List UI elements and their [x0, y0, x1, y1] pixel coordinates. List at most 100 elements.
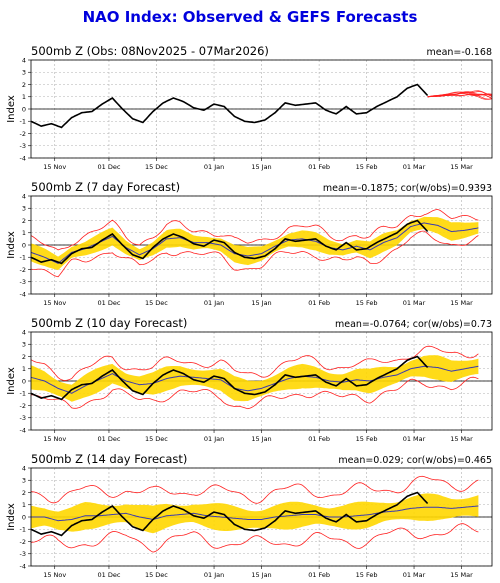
ensemble-mean-line: [31, 505, 479, 522]
lower-bound-line: [31, 230, 479, 278]
y-tick-label: -1: [20, 526, 26, 534]
x-tick-label: 15 Nov: [43, 571, 66, 579]
y-tick-label: -3: [20, 550, 26, 558]
y-tick-label: 1: [22, 93, 26, 101]
x-tick-label: 15 Nov: [43, 435, 66, 443]
x-tick-label: 01 Mar: [403, 435, 426, 443]
x-tick-label: 01 Jan: [204, 163, 224, 171]
x-tick-label: 15 Mar: [450, 163, 473, 171]
y-tick-label: -4: [20, 154, 26, 162]
y-tick-label: 4: [22, 192, 26, 200]
y-tick-label: 4: [22, 328, 26, 336]
lower-bound-line: [31, 376, 479, 410]
panel-title: 500mb Z (Obs: 08Nov2025 - 07Mar2026): [31, 44, 269, 58]
y-tick-label: -1: [20, 118, 26, 126]
x-tick-label: 15 Jan: [251, 435, 271, 443]
panel-3: -4 -3 -2 -1 0 1 2 3 4 15 Nov 01 Dec 15 Dec 01 Jan 15 …: [6, 316, 493, 443]
x-tick-label: 15 Nov: [43, 163, 66, 171]
upper-bound-line: [31, 209, 479, 251]
x-tick-label: 01 Jan: [204, 435, 224, 443]
panel-stats: mean=-0.0764; cor(w/obs)=0.73: [335, 319, 492, 330]
x-tick-label: 15 Feb: [356, 299, 378, 307]
y-tick-label: 3: [22, 477, 26, 485]
y-tick-label: -3: [20, 142, 26, 150]
y-tick-label: 3: [22, 69, 26, 77]
upper-bound-line: [31, 345, 479, 381]
x-tick-label: 01 Jan: [204, 571, 224, 579]
y-tick-label: -2: [20, 402, 26, 410]
x-tick-label: 01 Feb: [308, 571, 330, 579]
y-tick-label: 0: [22, 105, 26, 113]
y-tick-label: -4: [20, 562, 26, 570]
ensemble-member-line: [427, 92, 492, 99]
y-tick-label: 3: [22, 205, 26, 213]
y-tick-label: -3: [20, 278, 26, 286]
y-axis-label: Index: [6, 95, 17, 123]
x-tick-label: 01 Dec: [98, 163, 121, 171]
upper-bound-line: [31, 475, 479, 504]
spread-band: [31, 355, 479, 402]
x-tick-label: 15 Mar: [450, 571, 473, 579]
x-tick-label: 15 Dec: [145, 571, 168, 579]
x-tick-label: 15 Jan: [251, 299, 271, 307]
x-tick-label: 15 Dec: [145, 299, 168, 307]
x-tick-label: 01 Dec: [98, 571, 121, 579]
x-tick-label: 15 Jan: [251, 163, 271, 171]
x-tick-label: 01 Feb: [308, 163, 330, 171]
ensemble-mean-line: [31, 222, 479, 264]
panel-2: -4 -3 -2 -1 0 1 2 3 4 15 Nov 01 Dec 15 Dec 01 Jan 15 …: [6, 180, 493, 307]
x-tick-label: 15 Mar: [450, 435, 473, 443]
y-tick-label: 1: [22, 229, 26, 237]
x-tick-label: 01 Mar: [403, 163, 426, 171]
x-tick-label: 01 Dec: [98, 299, 121, 307]
panel-1: -4 -3 -2 -1 0 1 2 3 4 15 Nov 01 Dec 15 Dec 01 Jan 15 …: [6, 44, 493, 171]
y-tick-label: 0: [22, 513, 26, 521]
observed-line: [31, 83, 429, 129]
y-tick-label: 1: [22, 501, 26, 509]
y-tick-label: 3: [22, 341, 26, 349]
y-tick-label: -2: [20, 130, 26, 138]
panel-title: 500mb Z (14 day Forecast): [31, 452, 187, 466]
observed-line: [31, 491, 429, 537]
y-tick-label: -4: [20, 426, 26, 434]
ensemble-member-line: [427, 94, 492, 100]
y-tick-label: 0: [22, 377, 26, 385]
y-tick-label: 2: [22, 81, 26, 89]
y-axis-label: Index: [6, 503, 17, 531]
x-tick-label: 01 Mar: [403, 571, 426, 579]
lower-bound-line: [31, 523, 479, 553]
y-tick-label: -1: [20, 254, 26, 262]
panel-4: -4 -3 -2 -1 0 1 2 3 4 15 Nov 01 Dec 15 Dec 01 Jan 15 …: [6, 452, 493, 579]
x-tick-label: 15 Nov: [43, 299, 66, 307]
y-tick-label: -1: [20, 390, 26, 398]
x-tick-label: 15 Jan: [251, 571, 271, 579]
y-tick-label: -2: [20, 538, 26, 546]
plot-area: [31, 475, 479, 553]
y-tick-label: 2: [22, 353, 26, 361]
y-tick-label: 2: [22, 489, 26, 497]
x-tick-label: 15 Dec: [145, 163, 168, 171]
x-tick-label: 01 Dec: [98, 435, 121, 443]
panel-title: 500mb Z (7 day Forecast): [31, 180, 180, 194]
spread-band: [31, 216, 479, 271]
ensemble-mean-line: [31, 365, 479, 394]
y-axis-label: Index: [6, 367, 17, 395]
x-tick-label: 01 Mar: [403, 299, 426, 307]
y-tick-label: -4: [20, 290, 26, 298]
x-tick-label: 15 Feb: [356, 571, 378, 579]
y-tick-label: -2: [20, 266, 26, 274]
y-tick-label: 0: [22, 241, 26, 249]
plot-area: [31, 345, 479, 410]
plot-area: [31, 209, 479, 278]
x-tick-label: 15 Feb: [356, 163, 378, 171]
x-tick-label: 15 Feb: [356, 435, 378, 443]
y-tick-label: 2: [22, 217, 26, 225]
observed-line: [31, 355, 429, 401]
observed-line: [31, 219, 429, 265]
y-tick-label: 4: [22, 464, 26, 472]
panel-stats: mean=-0.1875; cor(w/obs)=0.9393: [323, 183, 492, 194]
x-tick-label: 15 Mar: [450, 299, 473, 307]
y-tick-label: -3: [20, 414, 26, 422]
